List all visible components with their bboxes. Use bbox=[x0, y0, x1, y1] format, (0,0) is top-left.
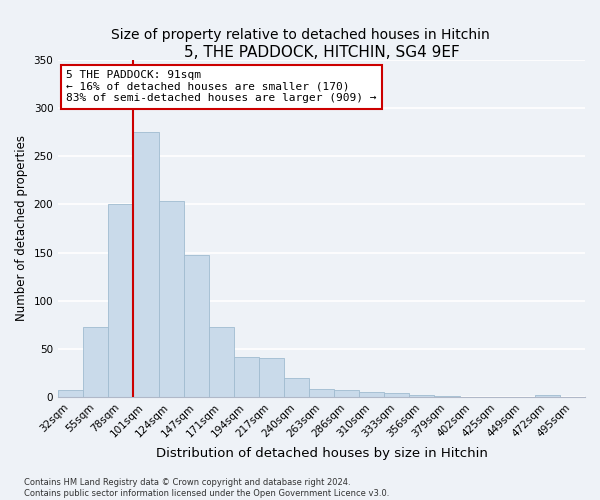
Bar bbox=[409, 395, 434, 397]
Text: 5 THE PADDOCK: 91sqm
← 16% of detached houses are smaller (170)
83% of semi-deta: 5 THE PADDOCK: 91sqm ← 16% of detached h… bbox=[66, 70, 377, 103]
Bar bbox=[334, 390, 359, 397]
Bar bbox=[234, 358, 259, 397]
Bar bbox=[209, 326, 234, 397]
Bar bbox=[309, 389, 334, 397]
X-axis label: Distribution of detached houses by size in Hitchin: Distribution of detached houses by size … bbox=[155, 447, 488, 460]
Text: Size of property relative to detached houses in Hitchin: Size of property relative to detached ho… bbox=[110, 28, 490, 42]
Bar bbox=[385, 393, 409, 397]
Bar bbox=[184, 256, 209, 397]
Bar bbox=[83, 326, 109, 397]
Y-axis label: Number of detached properties: Number of detached properties bbox=[15, 136, 28, 322]
Title: 5, THE PADDOCK, HITCHIN, SG4 9EF: 5, THE PADDOCK, HITCHIN, SG4 9EF bbox=[184, 45, 460, 60]
Bar bbox=[535, 395, 560, 397]
Bar bbox=[133, 132, 158, 397]
Bar bbox=[359, 392, 385, 397]
Bar bbox=[434, 396, 460, 397]
Bar bbox=[58, 390, 83, 397]
Text: Contains HM Land Registry data © Crown copyright and database right 2024.
Contai: Contains HM Land Registry data © Crown c… bbox=[24, 478, 389, 498]
Bar bbox=[259, 358, 284, 397]
Bar bbox=[109, 204, 133, 397]
Bar bbox=[284, 378, 309, 397]
Bar bbox=[158, 200, 184, 397]
